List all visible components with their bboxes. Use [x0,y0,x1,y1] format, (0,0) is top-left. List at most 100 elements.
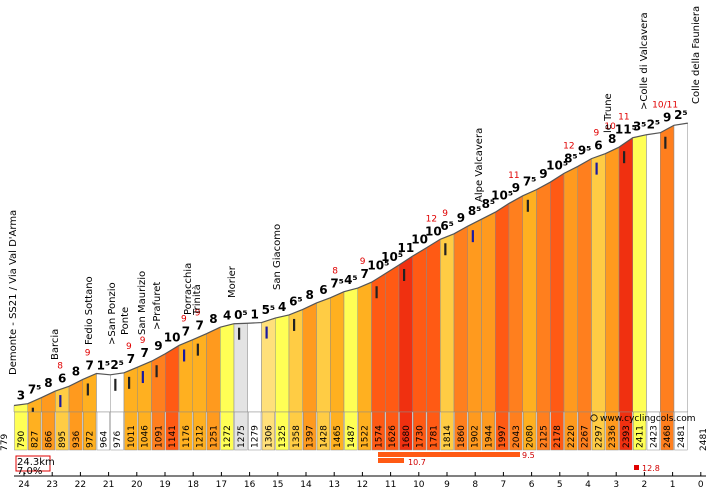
landmark-label: Trinità [191,284,203,316]
km-tick-label: 19 [159,480,171,490]
landmark-marker [375,286,378,299]
segment-fill [495,202,510,413]
landmark-label: San Maurizio [137,271,148,335]
altitude-box [110,411,124,451]
gradient-label: 8 [44,376,52,390]
steepest-stretch-label: 9.5 [522,451,535,460]
altitude-label: 2423 [649,425,659,448]
landmark-marker [128,376,131,389]
altitude-box [206,411,220,451]
altitude-label: 1279 [251,425,261,448]
segment-fill [385,264,400,413]
gradient-label: 2⁵ [110,358,124,372]
gradient-label: 4⁵ [344,273,358,287]
segment-fill [110,372,125,413]
gradient-label: 5⁵ [262,303,276,317]
altitude-label: 827 [31,431,41,448]
gradient-label: 7 [85,359,93,373]
altitude-box [165,411,179,451]
altitude-label: 1306 [264,425,274,448]
altitude-label: 895 [58,431,68,448]
landmark-marker [238,327,241,340]
gradient-label: 7⁵ [28,383,42,397]
gradient-label: 7 [140,346,148,360]
gradient-label: 4 [223,309,231,323]
gradient-label: 7 [360,267,368,281]
altitude-label: 964 [99,431,109,448]
segment-fill [426,238,441,413]
segment-fill [563,166,578,413]
altitude-box [371,411,385,451]
altitude-box [289,411,303,451]
segment-fill [151,353,166,413]
altitude-box [358,411,372,451]
gradient-label: 8 [209,312,217,326]
steepest-stretch-label: 12.8 [642,464,660,473]
summary-box [15,455,51,472]
altitude-label: 1397 [306,425,316,448]
landmark-label: San Giacomo [272,224,283,290]
segment-fill [220,323,235,413]
km-tick-label: 15 [272,480,283,490]
altitude-label: 976 [113,431,123,448]
km-tick-label: 11 [385,480,396,490]
altitude-label: 1325 [278,425,288,448]
steepest-stretch-label: 10.7 [408,458,426,467]
km-tick-label: 9 [444,480,450,490]
altitude-box [578,411,592,451]
landmark-label: Colle della Fauniera [691,6,702,104]
gradient-label: 10 [425,224,442,238]
altitude-box [454,411,468,451]
altitude-label: 2393 [622,425,632,448]
segment-fill [206,326,221,413]
altitude-label: 2220 [567,425,577,448]
altitude-label: 2481 [677,425,687,448]
km-tick-label: 17 [216,480,227,490]
segment-fill [632,134,647,413]
gradient-label: 7⁵ [330,277,344,291]
altitude-label: 1680 [402,425,412,448]
max-gradient-label: 11 [508,171,519,181]
landmark-label: Porracchia [183,263,194,315]
segment-fill [302,302,317,413]
landmark-labels-layer: Demonte - SS21 / Via Val D'Arma Barcia Fed… [8,6,702,375]
gradient-label: 1⁵ [97,359,111,373]
altitude-box [179,411,193,451]
end-altitude-label: 2481 [699,428,709,451]
gradient-label: 9 [512,181,520,195]
altitude-label: 790 [17,431,27,448]
summary-layer: 24.3km 7.0% www.cyclingcols.com 779 2481 [0,414,709,477]
altitude-label: 866 [44,431,54,448]
landmark-label: Morier [227,265,238,298]
segment-fill [343,287,358,413]
km-tick-label: 2 [642,480,648,490]
segment-fill [591,153,606,413]
km-tick-label: 5 [557,480,563,490]
segment-fill [330,291,345,413]
segment-fill [577,158,592,413]
gradient-label: 4 [278,300,286,314]
max-gradient-label: 9 [126,342,132,352]
segment-fill [453,225,468,413]
altitude-label: 1212 [196,425,206,448]
landmark-label: Demonte - SS21 / Via Val D'Arma [8,210,19,375]
steepest-stretch-bar [378,458,404,463]
altitude-label: 1860 [457,425,467,448]
landmark-label: Ponte [120,307,131,335]
segment-fill [165,345,180,413]
altitude-box [385,411,399,451]
segment-fill [605,146,620,413]
gradient-label: 2⁵ [647,118,661,132]
landmark-marker [595,162,598,175]
altitude-box [399,411,413,451]
altitude-label: 2297 [594,425,604,448]
segment-fill [357,281,372,413]
segment-fill [508,195,523,413]
altitude-label: 2043 [512,425,522,448]
landmark-label: Alpe Valcavera [474,128,485,202]
steepest-stretch-bar [378,452,520,457]
gradient-label: 10⁵ [546,158,568,172]
max-gradient-label: 9 [140,336,146,346]
gradient-label: 9 [457,211,465,225]
segment-fill [261,317,276,413]
